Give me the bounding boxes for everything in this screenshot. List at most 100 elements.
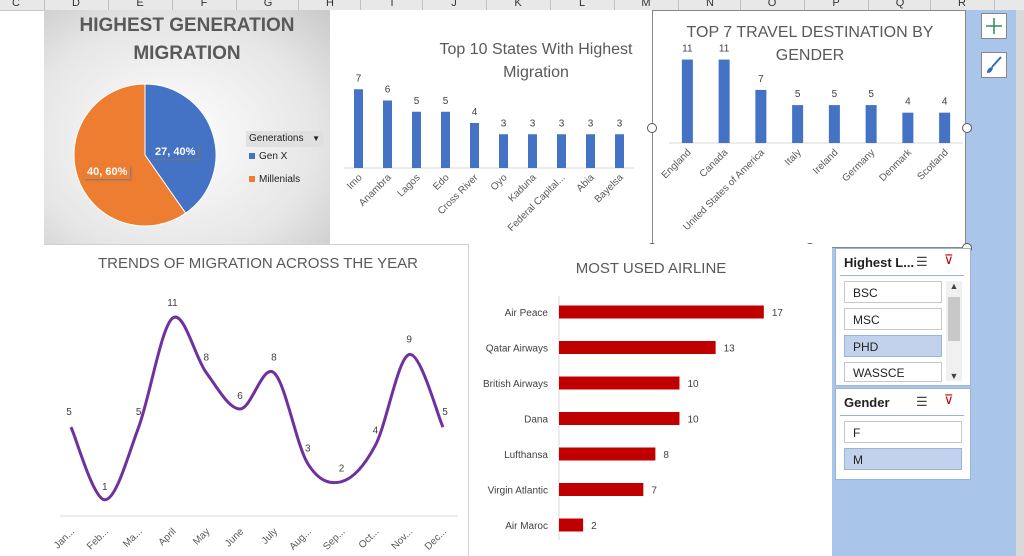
data-label: 10: [687, 379, 699, 390]
paintbrush-icon: [987, 56, 1002, 73]
tick-label: Anambra: [357, 172, 394, 209]
tick-label: Denmark: [878, 147, 915, 184]
data-label: 17: [772, 308, 784, 319]
generation-pie-panel[interactable]: HIGHEST GENERATION MIGRATION 27, 40% 40,…: [44, 10, 330, 244]
pie-chart[interactable]: [44, 10, 330, 244]
trend-line-chart[interactable]: 5 Jan... 1 Feb... 5 Ma... 11 April 8 May 6 June 8 Jul…: [44, 244, 468, 556]
slicer-item-msc[interactable]: MSC: [844, 308, 942, 330]
column-header[interactable]: I: [390, 0, 394, 9]
airline-panel[interactable]: MOST USED AIRLINE 17 Air Peace 13 Qatar Air…: [468, 244, 832, 556]
slicer-scrollbar[interactable]: ▲ ▼: [946, 281, 962, 381]
tick-label: Sep...: [321, 526, 347, 552]
column-header[interactable]: J: [451, 0, 457, 9]
tick-label: Dana: [524, 415, 548, 426]
bar: [559, 376, 680, 390]
data-label: 2: [591, 521, 597, 532]
tick-label: Lagos: [396, 172, 423, 199]
trend-line: [69, 315, 445, 502]
slicer-item-wassce[interactable]: WASSCE: [844, 362, 942, 382]
tick-label: Feb...: [85, 526, 111, 552]
legend-item-gen-x: Gen X: [249, 151, 324, 167]
chart-styles-button[interactable]: [981, 52, 1007, 78]
slicer-item-female[interactable]: F: [844, 421, 962, 443]
legend-item-millenials: Millenials: [249, 174, 324, 190]
column-header[interactable]: G: [263, 0, 273, 9]
pie-label-gen-x: 27, 40%: [152, 145, 199, 159]
resize-handle[interactable]: [962, 123, 972, 133]
travel-title-line2: GENDER: [775, 47, 845, 64]
airline-bar-chart[interactable]: 17 Air Peace 13 Qatar Airways 10 British Airw…: [468, 244, 832, 556]
states-title-line1: Top 10 States With Highest: [439, 41, 633, 58]
column-header[interactable]: K: [514, 0, 522, 9]
travel-destination-panel[interactable]: TOP 7 TRAVEL DESTINATION BY GENDER 11 Eng…: [652, 10, 966, 248]
column-header[interactable]: E: [136, 0, 144, 9]
bar: [412, 111, 421, 168]
states-title-line2: Migration: [503, 64, 569, 81]
sheet-edge: [1016, 10, 1024, 556]
chart-elements-button[interactable]: [981, 13, 1007, 39]
data-label: 9: [406, 335, 412, 346]
bar: [828, 105, 840, 143]
slicer-item-phd[interactable]: PHD: [844, 335, 942, 357]
slicer-item-male[interactable]: M: [844, 448, 962, 470]
data-label: 6: [237, 391, 243, 402]
column-header[interactable]: N: [706, 0, 714, 9]
data-label: 11: [719, 44, 730, 55]
tick-label: Edo: [431, 172, 452, 193]
multi-select-icon[interactable]: ☰: [916, 254, 928, 269]
column-header[interactable]: L: [578, 0, 586, 9]
column-header[interactable]: H: [326, 0, 334, 9]
tick-label: Germany: [840, 147, 877, 184]
bar: [557, 134, 566, 168]
data-label: 8: [271, 353, 277, 364]
data-label: 5: [442, 407, 448, 418]
column-header[interactable]: P: [832, 0, 840, 9]
slicer-item-bsc[interactable]: BSC: [844, 281, 942, 303]
data-label: 8: [663, 450, 669, 461]
column-header[interactable]: M: [641, 0, 651, 9]
migration-trend-panel[interactable]: TRENDS OF MIGRATION ACROSS THE YEAR 5 Jan…: [44, 244, 468, 556]
tick-label: Imo: [345, 172, 365, 192]
tick-label: June: [223, 526, 246, 549]
bar: [441, 111, 450, 168]
tick-label: April: [157, 526, 179, 548]
column-header[interactable]: C: [12, 0, 20, 9]
data-label: 11: [167, 298, 178, 309]
legend-swatch: [249, 153, 255, 159]
clear-filter-icon[interactable]: ⊽: [944, 252, 954, 267]
tick-label: England: [660, 147, 694, 181]
column-header[interactable]: F: [200, 0, 208, 9]
pie-slice-millenials[interactable]: [73, 83, 187, 227]
data-label: 5: [832, 89, 838, 100]
data-label: 4: [472, 107, 478, 118]
tick-label: Air Maroc: [505, 521, 548, 532]
column-header[interactable]: Q: [895, 0, 905, 9]
clear-filter-icon[interactable]: ⊽: [944, 392, 954, 407]
column-header[interactable]: O: [767, 0, 777, 9]
multi-select-icon[interactable]: ☰: [916, 394, 928, 409]
resize-handle[interactable]: [647, 123, 657, 133]
data-label: 11: [682, 44, 693, 55]
plus-icon: [986, 18, 1002, 34]
tick-label: Virgin Atlantic: [488, 486, 548, 497]
tick-label: Italy: [783, 147, 804, 168]
tick-label: Oyo: [489, 172, 510, 193]
column-header[interactable]: R: [958, 0, 966, 9]
scroll-up-icon[interactable]: ▲: [949, 281, 959, 291]
tick-label: Air Peace: [505, 308, 549, 319]
scroll-down-icon[interactable]: ▼: [949, 371, 959, 381]
scroll-thumb[interactable]: [948, 297, 960, 341]
column-header[interactable]: D: [72, 0, 80, 9]
data-label: 5: [66, 407, 72, 418]
top-states-panel[interactable]: Top 10 States With Highest Migration 7 Im…: [330, 10, 652, 244]
data-label: 3: [559, 118, 565, 129]
data-label: 7: [356, 73, 362, 84]
slicer-header: Highest L...: [844, 255, 915, 270]
education-slicer[interactable]: Highest L... ☰ ⊽ BSC MSC PHD WASSCE ▲ ▼: [835, 248, 971, 386]
tick-label: Canada: [698, 147, 731, 180]
gender-slicer[interactable]: Gender ☰ ⊽ F M: [835, 388, 971, 480]
bar: [528, 134, 537, 168]
legend-filter-button[interactable]: Generations ▼: [246, 131, 324, 147]
